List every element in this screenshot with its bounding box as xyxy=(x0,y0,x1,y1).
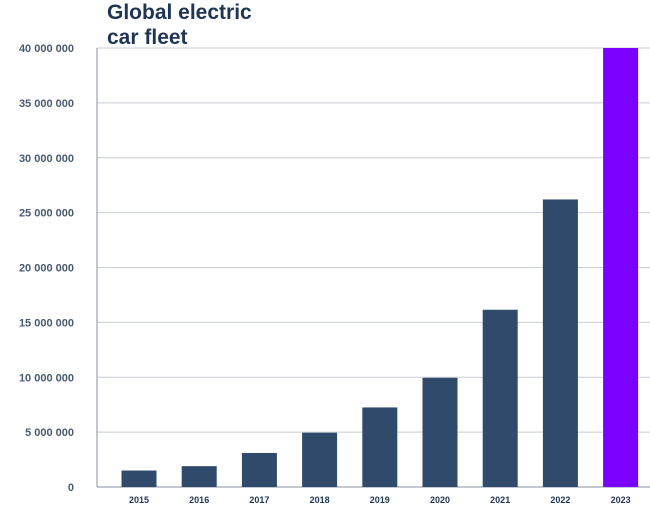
bar-2023 xyxy=(603,48,639,487)
x-tick-label: 2016 xyxy=(189,495,209,505)
bar-2017 xyxy=(241,452,277,487)
x-tick-label: 2022 xyxy=(550,495,570,505)
x-axis: 2015 2016 2017 2018 2019 2020 2021 2022 2023 xyxy=(129,495,631,505)
y-tick-label: 30 000 000 xyxy=(19,153,74,165)
bars xyxy=(121,48,639,487)
y-tick-label: 5 000 000 xyxy=(25,427,74,439)
x-tick-label: 2020 xyxy=(430,495,450,505)
x-tick-label: 2015 xyxy=(129,495,149,505)
x-tick-label: 2023 xyxy=(611,495,631,505)
bar-2022 xyxy=(542,199,578,487)
bar-2016 xyxy=(181,466,217,487)
x-tick-label: 2019 xyxy=(370,495,390,505)
y-tick-label: 20 000 000 xyxy=(19,263,74,275)
bar-2019 xyxy=(362,407,398,487)
y-tick-label: 25 000 000 xyxy=(19,208,74,220)
x-tick-label: 2018 xyxy=(310,495,330,505)
x-tick-label: 2017 xyxy=(249,495,269,505)
y-tick-label: 10 000 000 xyxy=(19,372,74,384)
y-tick-label: 40 000 000 xyxy=(19,43,74,55)
bar-2020 xyxy=(422,377,458,487)
bar-2015 xyxy=(121,470,157,487)
x-tick-label: 2021 xyxy=(490,495,510,505)
y-axis: 0 5 000 000 10 000 000 15 000 000 20 000 000… xyxy=(19,43,98,494)
chart-title: Global electric car fleet xyxy=(107,1,252,49)
y-tick-label: 35 000 000 xyxy=(19,98,74,110)
bar-2021 xyxy=(482,309,518,487)
y-tick-label: 15 000 000 xyxy=(19,317,74,329)
y-tick-label: 0 xyxy=(68,482,74,494)
bar-2018 xyxy=(302,432,338,487)
